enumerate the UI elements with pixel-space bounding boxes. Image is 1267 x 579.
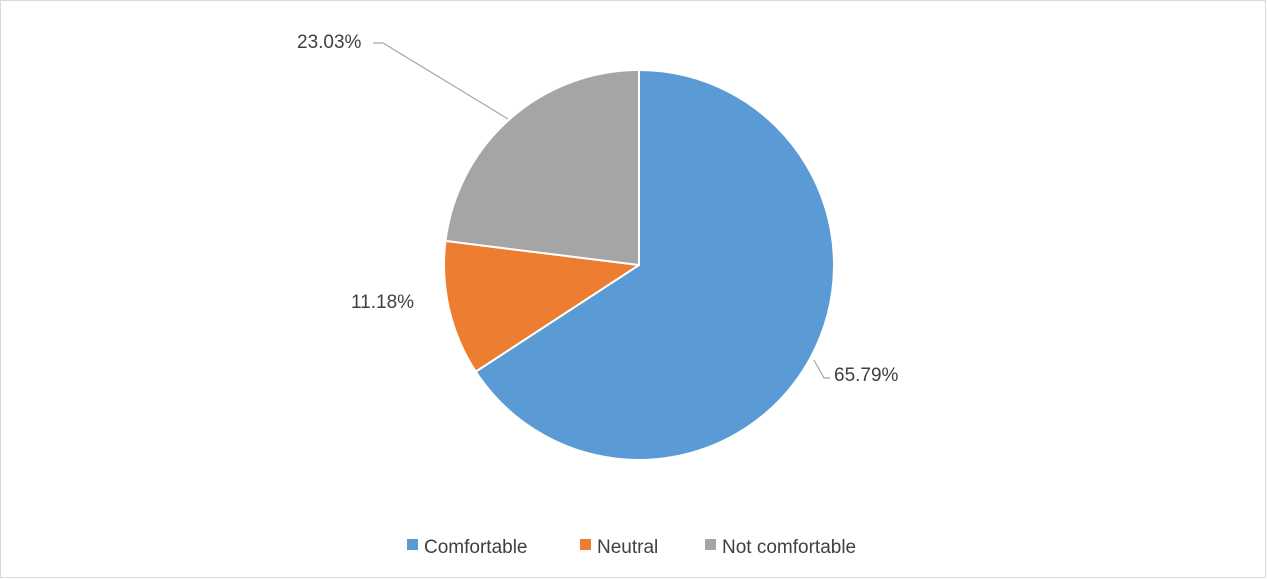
pie-slice-not-comfortable <box>444 69 640 266</box>
legend-swatch-not-comfortable <box>705 539 716 550</box>
legend-swatch-neutral <box>580 539 591 550</box>
legend: Comfortable Neutral Not comfortable <box>407 537 856 558</box>
leader-line-comfortable <box>813 359 830 379</box>
data-label-neutral: 11.18% <box>351 292 414 313</box>
legend-item-not-comfortable: Not comfortable <box>705 537 856 558</box>
legend-label-not-comfortable: Not comfortable <box>722 537 856 558</box>
data-label-not-comfortable: 23.03% <box>297 32 362 53</box>
pie-slice-neutral <box>443 239 640 373</box>
legend-item-comfortable: Comfortable <box>407 537 528 558</box>
data-label-comfortable: 65.79% <box>834 365 899 386</box>
pie-slices <box>443 69 835 461</box>
leader-lines <box>373 42 830 379</box>
legend-label-neutral: Neutral <box>597 537 658 558</box>
pie-slice-comfortable <box>474 69 835 461</box>
leader-line-not-comfortable <box>373 42 509 120</box>
legend-swatch-comfortable <box>407 539 418 550</box>
legend-item-neutral: Neutral <box>580 537 658 558</box>
legend-label-comfortable: Comfortable <box>424 537 528 558</box>
